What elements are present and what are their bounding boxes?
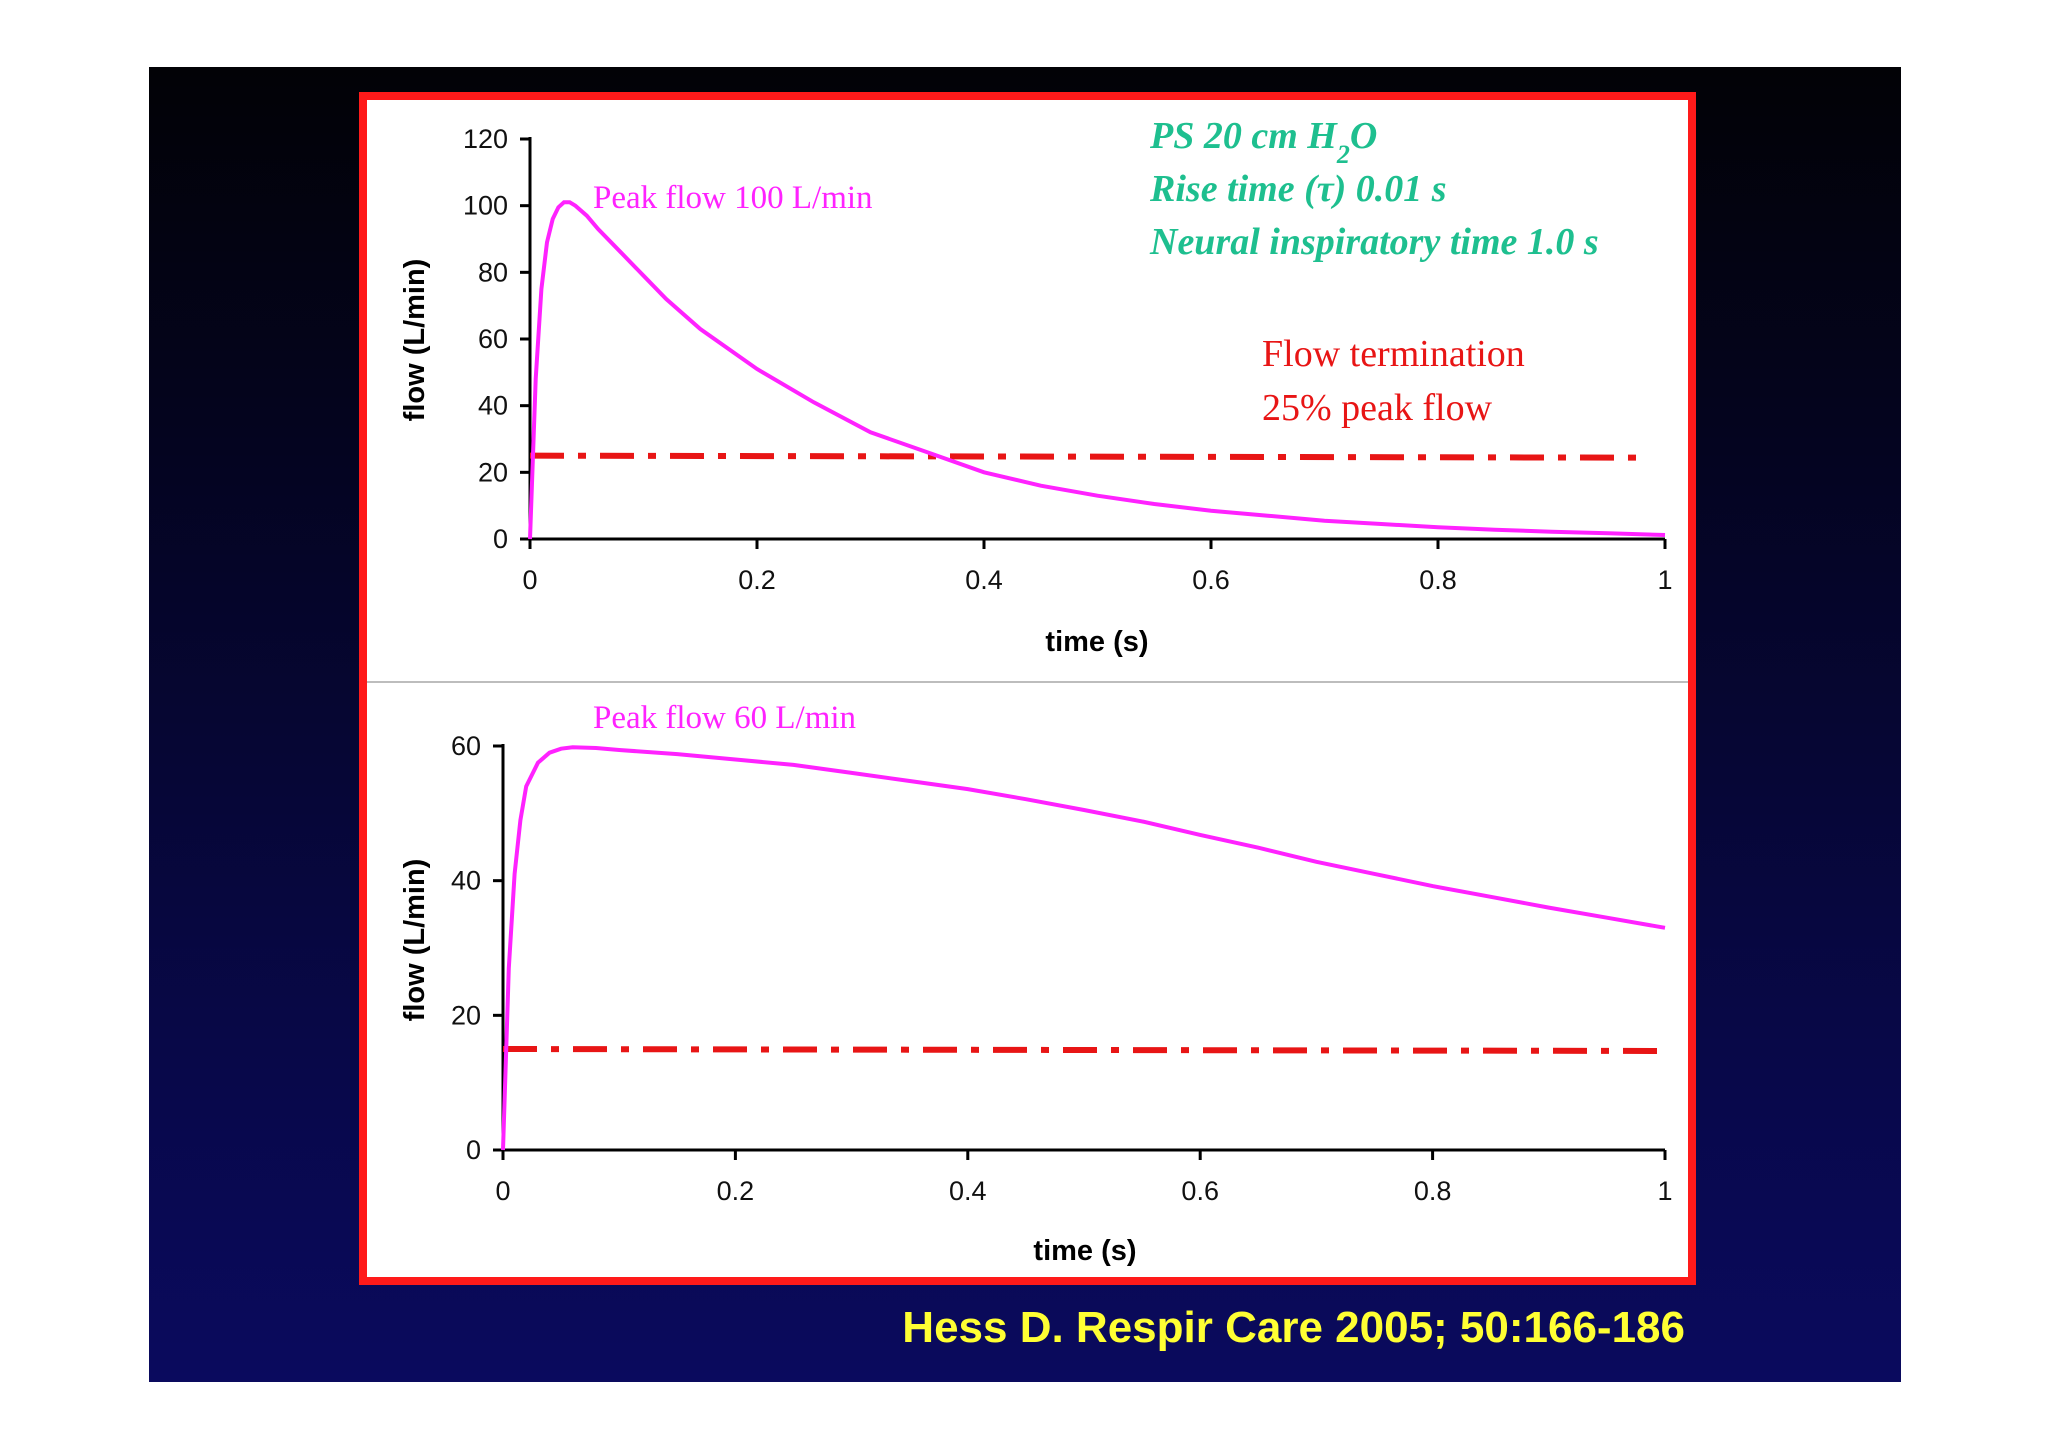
citation: Hess D. Respir Care 2005; 50:166-186 [902, 1303, 1685, 1352]
param-rise-time: Rise time (τ) 0.01 s [1149, 168, 1447, 210]
chart-top-x-tick-label: 0 [522, 565, 537, 595]
chart-top-y-tick-label: 100 [463, 191, 508, 221]
chart-bottom-y-axis-label: flow (L/min) [399, 859, 431, 1022]
chart-bottom-threshold-line [502, 1046, 1666, 1054]
chart-top-x-tick-label: 0.8 [1419, 565, 1457, 595]
chart-top-y-tick-label: 20 [478, 457, 508, 487]
chart-bottom-y-tick-label: 20 [451, 1000, 481, 1030]
chart-top-x-tick-label: 0.6 [1192, 565, 1230, 595]
chart-top-y-tick-label: 0 [493, 524, 508, 554]
chart-top-y-tick-label: 120 [463, 124, 508, 154]
chart-top-x-tick-label: 0.2 [738, 565, 776, 595]
chart-top-threshold-line [529, 452, 1643, 461]
chart-bottom-x-tick-label: 0.6 [1181, 1176, 1219, 1206]
chart-top-x-tick-label: 1 [1657, 565, 1672, 595]
chart-top-x-tick-label: 0.4 [965, 565, 1003, 595]
chart-top-flow-curve [528, 200, 1666, 540]
chart-top-y-axis-label: flow (L/min) [399, 259, 431, 422]
chart-frame [359, 92, 1696, 1285]
chart-bottom-y-tick-label: 60 [451, 731, 481, 761]
chart-bottom-x-tick-label: 0.4 [949, 1176, 987, 1206]
chart-bottom-x-tick-label: 0.8 [1414, 1176, 1452, 1206]
chart-top-peak-annotation: Peak flow 100 L/min [593, 180, 873, 216]
chart-divider [367, 681, 1688, 683]
chart-top-y-tick-label: 80 [478, 257, 508, 287]
chart-top-y-tick-label: 40 [478, 391, 508, 421]
chart-bottom-x-tick-label: 1 [1657, 1176, 1672, 1206]
chart-top-y-tick-label: 60 [478, 324, 508, 354]
chart-bottom-y-tick-label: 40 [451, 866, 481, 896]
chart-bottom-y-tick-label: 0 [466, 1135, 481, 1165]
chart-bottom-flow-curve [501, 745, 1666, 1151]
param-neural-inspiratory-time: Neural inspiratory time 1.0 s [1149, 221, 1599, 263]
termination-label-line2: 25% peak flow [1262, 387, 1493, 429]
chart-bottom-peak-annotation: Peak flow 60 L/min [593, 700, 856, 736]
chart-bottom-x-tick-label: 0.2 [717, 1176, 755, 1206]
chart-top-x-axis-label: time (s) [1045, 626, 1148, 658]
param-pressure-support: PS 20 cm H2O [1149, 115, 1377, 169]
chart-top-parameters: PS 20 cm H2O Rise time (τ) 0.01 s Neural… [1149, 115, 1599, 263]
chart-bottom-x-tick-label: 0 [495, 1176, 510, 1206]
termination-label-line1: Flow termination [1262, 333, 1525, 375]
chart-bottom: 0 20 40 60 0 0.2 0.4 0.6 0.8 1 time (s) flow (L/… [399, 700, 1673, 1267]
chart-bottom-x-axis-label: time (s) [1033, 1235, 1136, 1267]
